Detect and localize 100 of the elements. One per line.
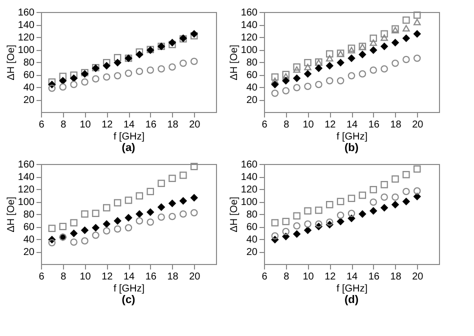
point [48,224,56,232]
text: (b) [344,142,359,154]
point [392,60,399,67]
y-tick-label: 140 [240,20,258,31]
point [271,73,279,81]
point [370,198,378,206]
point [146,66,154,74]
point [102,58,110,66]
point [293,66,300,73]
point [392,38,399,46]
point [293,84,300,92]
point [282,70,290,78]
point [326,55,334,62]
point [271,80,279,88]
point [124,214,132,222]
point [59,77,67,84]
text: (c) [122,294,136,306]
point [70,74,78,82]
y-tick-label: 20 [246,95,258,106]
y-tick-label: 100 [240,197,258,208]
point [92,224,100,232]
y-tick-label: 20 [23,247,35,258]
point [370,186,378,194]
point [326,50,334,58]
text: (a) [122,142,136,154]
point [348,46,356,54]
point [358,50,366,58]
point [168,174,176,182]
y-axis-title: ΔH [Oe] [6,44,17,80]
y-tick-label: 60 [246,70,258,81]
point [190,58,198,65]
point [304,207,312,215]
point [304,58,312,66]
point [402,56,410,64]
point [358,70,366,78]
x-tick-label: 6 [262,272,268,282]
y-tick-label: 120 [18,184,35,196]
x-tick-label: 6 [262,120,268,130]
point [402,198,410,206]
point [180,197,187,205]
point [92,75,100,82]
x-tick-label: 14 [123,120,135,130]
point [114,199,122,206]
x-tick-label: 18 [390,272,402,282]
y-tick-label: 80 [23,58,35,68]
x-tick-label: 6 [38,272,45,282]
point [304,70,312,78]
point [293,74,300,82]
point [348,194,356,202]
point [413,192,421,200]
x-tick-label: 20 [412,120,424,130]
y-tick-label: 120 [240,32,258,44]
y-tick-label: 160 [240,8,258,18]
x-tick-label: 18 [390,120,402,130]
point [315,64,322,72]
point [136,50,144,58]
point [92,232,100,239]
x-tick-label: 8 [284,272,290,282]
x-tick-label: 14 [346,120,358,130]
point [380,34,388,41]
point [271,78,279,84]
point [136,68,144,75]
point [326,77,334,84]
y-tick-label: 40 [23,82,35,94]
point [59,83,67,91]
y-tick-label: 160 [18,8,35,18]
point [158,180,165,188]
point [180,172,187,179]
point [124,224,132,232]
point [392,194,399,201]
point [146,208,154,216]
point [413,30,421,38]
x-tick-label: 12 [102,272,114,282]
point [413,18,421,26]
point [81,226,88,234]
point [48,84,56,92]
y-tick-label: 140 [18,172,35,183]
point [180,60,187,67]
point [70,230,78,238]
point [336,218,344,226]
point [370,66,378,74]
point [326,200,334,208]
x-tick-label: 16 [368,272,380,282]
point [48,239,56,246]
point [413,165,421,173]
point [70,80,78,88]
x-tick-label: 10 [302,120,314,130]
point [81,237,88,244]
point [336,212,344,219]
y-tick-label: 160 [240,160,258,170]
point [114,54,122,62]
y-tick-label: 140 [240,172,258,183]
point [380,204,388,212]
x-tick-label: 20 [412,272,424,282]
point [336,77,344,84]
point [370,207,378,215]
x-tick-label: 16 [145,120,157,130]
y-tick-label: 160 [18,160,35,170]
y-tick-label: 40 [246,234,258,246]
point [158,65,165,72]
